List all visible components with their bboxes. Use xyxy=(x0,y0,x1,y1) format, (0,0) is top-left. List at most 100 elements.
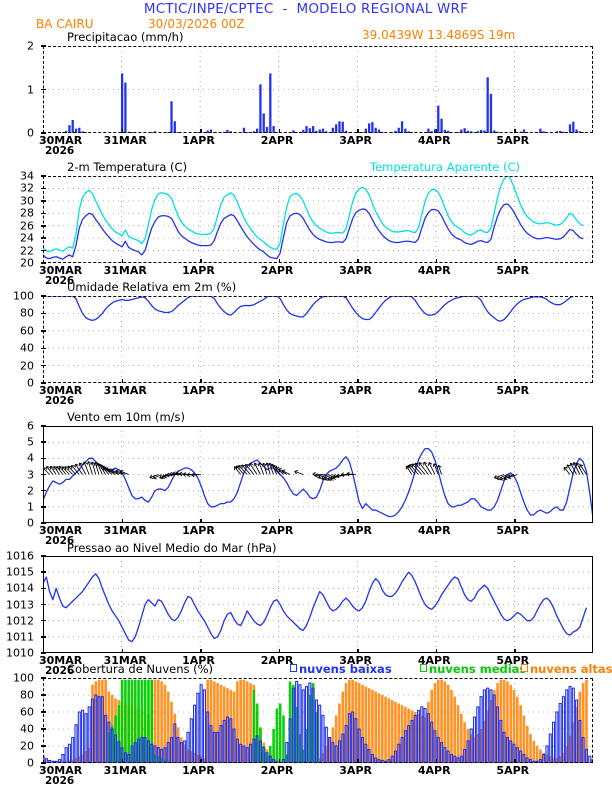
ytick-mark xyxy=(41,587,46,590)
ytick-pressure-1013: 1013 xyxy=(6,598,34,611)
xtick-mark xyxy=(357,519,359,523)
xaxis-year-wind: 2026 xyxy=(45,535,75,547)
legend-label-nuvens-altas: nuvens altas xyxy=(530,662,612,676)
ytick-mark xyxy=(41,619,46,622)
plot-frame-clouds xyxy=(43,678,593,763)
panel-precipitation: Precipitacao (mm/h) xyxy=(43,30,593,133)
xaxis-year-pressure: 2026 xyxy=(45,665,75,677)
xtick-humidity-3APR: 3APR xyxy=(339,384,372,397)
run-datetime: 30/03/2026 00Z xyxy=(148,17,245,31)
xtick-wind-1APR: 1APR xyxy=(182,524,215,537)
panel-title-clouds: Cobertura de Nuvens (%) xyxy=(67,662,214,676)
xtick-mark xyxy=(514,259,516,263)
xtick-pressure-30MAR: 30MAR xyxy=(39,654,83,667)
legend-swatch-nuvens-medias xyxy=(420,664,427,672)
ytick-precipitation-1: 1 xyxy=(27,83,34,96)
xtick-mark xyxy=(435,379,438,383)
ytick-temperature-20: 20 xyxy=(20,256,34,270)
xtick-pressure-31MAR: 31MAR xyxy=(103,654,147,667)
ytick-wind-4: 4 xyxy=(27,451,34,465)
xtick-humidity-30MAR: 30MAR xyxy=(39,384,83,397)
xtick-mark xyxy=(435,519,438,523)
xtick-clouds-30MAR: 30MAR xyxy=(39,764,83,777)
xtick-mark xyxy=(357,259,359,263)
plot-area-clouds xyxy=(43,678,593,763)
ytick-humidity-0: 0 xyxy=(27,376,34,390)
ytick-mark xyxy=(41,489,46,492)
xtick-mark xyxy=(357,759,359,763)
xtick-mark xyxy=(435,259,438,263)
ytick-mark xyxy=(41,347,46,349)
xtick-mark xyxy=(514,379,516,383)
xtick-temperature-4APR: 4APR xyxy=(417,264,451,277)
xtick-mark xyxy=(278,129,281,133)
ytick-pressure-1010: 1010 xyxy=(6,646,34,660)
xtick-clouds-1APR: 1APR xyxy=(182,764,215,777)
ytick-mark xyxy=(41,652,46,654)
xtick-precipitation-30MAR: 30MAR xyxy=(39,134,83,147)
xtick-mark xyxy=(200,519,202,523)
xtick-mark xyxy=(278,379,281,383)
ytick-humidity-20: 20 xyxy=(20,359,34,373)
ytick-mark xyxy=(41,187,46,190)
ytick-clouds-100: 100 xyxy=(13,671,34,685)
xtick-wind-31MAR: 31MAR xyxy=(103,524,147,537)
ytick-mark xyxy=(41,425,46,427)
xtick-humidity-31MAR: 31MAR xyxy=(103,384,147,397)
xtick-mark xyxy=(200,129,202,133)
ytick-temperature-24: 24 xyxy=(20,231,34,245)
ytick-mark xyxy=(41,441,46,443)
ytick-mark xyxy=(41,295,46,297)
ytick-mark xyxy=(41,175,46,177)
ytick-mark xyxy=(41,603,46,606)
xtick-precipitation-5APR: 5APR xyxy=(496,134,530,147)
xtick-pressure-2APR: 2APR xyxy=(260,654,294,667)
ytick-mark xyxy=(41,571,46,573)
ytick-wind-6: 6 xyxy=(27,419,34,433)
ytick-precipitation-2: 2 xyxy=(27,39,34,53)
ytick-pressure-1016: 1016 xyxy=(6,549,34,563)
xtick-humidity-2APR: 2APR xyxy=(260,384,294,397)
ytick-mark xyxy=(41,555,46,557)
legend-swatch-nuvens-altas xyxy=(521,664,528,672)
ytick-temperature-26: 26 xyxy=(20,219,34,233)
plot-frame-wind xyxy=(43,426,593,523)
panel-title-pressure: Pressao ao Nivel Medio do Mar (hPa) xyxy=(67,541,277,555)
legend-label-nuvens-medias: nuvens medias xyxy=(429,662,527,676)
ytick-mark xyxy=(41,473,46,476)
ytick-mark xyxy=(41,728,46,730)
xtick-temperature-2APR: 2APR xyxy=(260,264,294,277)
ytick-mark xyxy=(41,522,46,524)
ytick-humidity-80: 80 xyxy=(20,306,34,320)
xtick-mark xyxy=(435,649,438,653)
ytick-mark xyxy=(41,364,46,367)
ytick-wind-0: 0 xyxy=(27,516,34,530)
xtick-mark xyxy=(121,519,124,523)
xtick-mark xyxy=(514,129,516,133)
ytick-pressure-1011: 1011 xyxy=(6,630,34,644)
panel-title-apparent-temperature: Temperatura Aparente (C) xyxy=(370,160,521,174)
station-coordinates: 39.0439W 13.4869S 19m xyxy=(362,28,516,42)
ytick-mark xyxy=(41,249,46,252)
panel-wind: Vento em 10m (m/s) xyxy=(43,410,593,523)
ytick-clouds-40: 40 xyxy=(20,722,34,736)
xtick-wind-30MAR: 30MAR xyxy=(39,524,83,537)
panel-pressure: Pressao ao Nivel Medio do Mar (hPa) xyxy=(43,541,593,653)
panel-title-temperature: 2-m Temperatura (C) xyxy=(67,160,188,174)
xtick-wind-2APR: 2APR xyxy=(260,524,294,537)
xtick-mark xyxy=(514,519,516,523)
ytick-temperature-34: 34 xyxy=(20,169,34,183)
xtick-temperature-5APR: 5APR xyxy=(496,264,530,277)
ytick-pressure-1014: 1014 xyxy=(6,581,34,595)
ytick-mark xyxy=(41,677,46,679)
xtick-precipitation-1APR: 1APR xyxy=(182,134,215,147)
xtick-mark xyxy=(514,649,516,653)
xtick-pressure-5APR: 5APR xyxy=(496,654,530,667)
xaxis-year-precipitation: 2026 xyxy=(45,145,75,157)
legend-swatch-nuvens-baixas xyxy=(290,664,297,672)
plot-clouds xyxy=(43,678,593,763)
ytick-clouds-60: 60 xyxy=(20,705,34,719)
xtick-wind-4APR: 4APR xyxy=(417,524,451,537)
page-title: MCTIC/INPE/CPTEC - MODELO REGIONAL WRF xyxy=(143,1,469,17)
plot-temperature xyxy=(43,176,593,263)
